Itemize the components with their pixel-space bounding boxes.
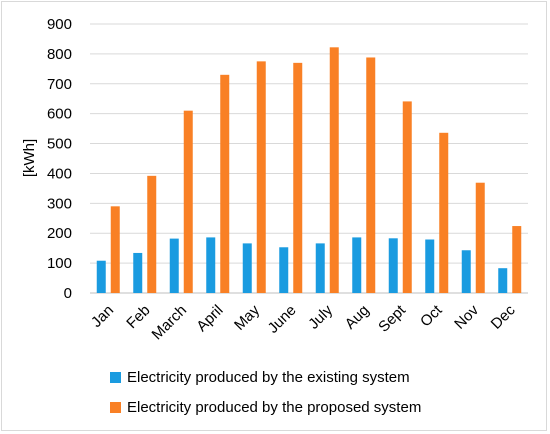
legend-item-proposed: Electricity produced by the proposed sys… bbox=[110, 396, 510, 418]
y-tick-label: 500 bbox=[47, 136, 72, 153]
x-tick-label: May bbox=[231, 301, 263, 333]
bar-existing bbox=[133, 252, 143, 293]
x-tick-label: Nov bbox=[451, 301, 482, 332]
bar-proposed bbox=[220, 74, 230, 293]
y-tick-label: 0 bbox=[64, 285, 72, 302]
bar-existing bbox=[388, 238, 398, 293]
bar-existing bbox=[96, 260, 106, 293]
bar-existing bbox=[315, 243, 325, 293]
y-tick-label: 800 bbox=[47, 46, 72, 63]
y-tick-label: 600 bbox=[47, 106, 72, 123]
gridlines bbox=[90, 23, 528, 294]
bar-proposed bbox=[475, 182, 485, 293]
bar-proposed bbox=[256, 61, 266, 293]
x-tick-label: Dec bbox=[488, 301, 519, 332]
legend-swatch-proposed bbox=[110, 401, 121, 413]
bar-existing bbox=[498, 268, 508, 293]
legend-label-proposed: Electricity produced by the proposed sys… bbox=[127, 398, 422, 416]
y-tick-label: 100 bbox=[47, 255, 72, 272]
x-tick-label: Aug bbox=[342, 302, 373, 333]
legend-item-existing: Electricity produced by the existing sys… bbox=[110, 366, 510, 388]
y-axis-title: [kWh] bbox=[21, 139, 38, 177]
y-tick-label: 200 bbox=[47, 225, 72, 242]
bar-proposed bbox=[439, 132, 449, 293]
x-tick-label: April bbox=[193, 302, 226, 335]
x-tick-label: March bbox=[149, 302, 190, 343]
bar-proposed bbox=[147, 175, 157, 293]
bar-existing bbox=[206, 237, 216, 293]
bar-proposed bbox=[183, 110, 193, 293]
legend-swatch-existing bbox=[110, 371, 121, 383]
bar-existing bbox=[279, 247, 289, 293]
bar-existing bbox=[242, 243, 252, 293]
bar-existing bbox=[169, 238, 179, 293]
x-tick-label: Oct bbox=[417, 301, 446, 330]
bar-proposed bbox=[366, 57, 376, 293]
bar-proposed bbox=[512, 226, 522, 293]
bar-proposed bbox=[402, 101, 412, 293]
x-tick-label: Feb bbox=[123, 302, 153, 332]
legend: Electricity produced by the existing sys… bbox=[110, 366, 510, 426]
bars bbox=[96, 47, 522, 294]
legend-label-existing: Electricity produced by the existing sys… bbox=[127, 368, 410, 386]
y-tick-label: 300 bbox=[47, 195, 72, 212]
bar-existing bbox=[425, 239, 435, 293]
x-tick-label: July bbox=[305, 301, 336, 332]
x-tick-label: Sept bbox=[375, 301, 409, 335]
bar-proposed bbox=[329, 47, 339, 294]
y-tick-label: 700 bbox=[47, 76, 72, 93]
y-axis-ticks: 0 100 200 300 400 500 600 700 800 900 bbox=[47, 16, 72, 302]
bar-existing bbox=[461, 250, 471, 293]
bar-proposed bbox=[110, 206, 120, 293]
bar-proposed bbox=[293, 62, 303, 293]
y-tick-label: 900 bbox=[47, 16, 72, 33]
y-tick-label: 400 bbox=[47, 165, 72, 182]
x-tick-label: June bbox=[265, 302, 300, 337]
x-tick-label: Jan bbox=[88, 302, 117, 331]
bar-existing bbox=[352, 237, 362, 293]
